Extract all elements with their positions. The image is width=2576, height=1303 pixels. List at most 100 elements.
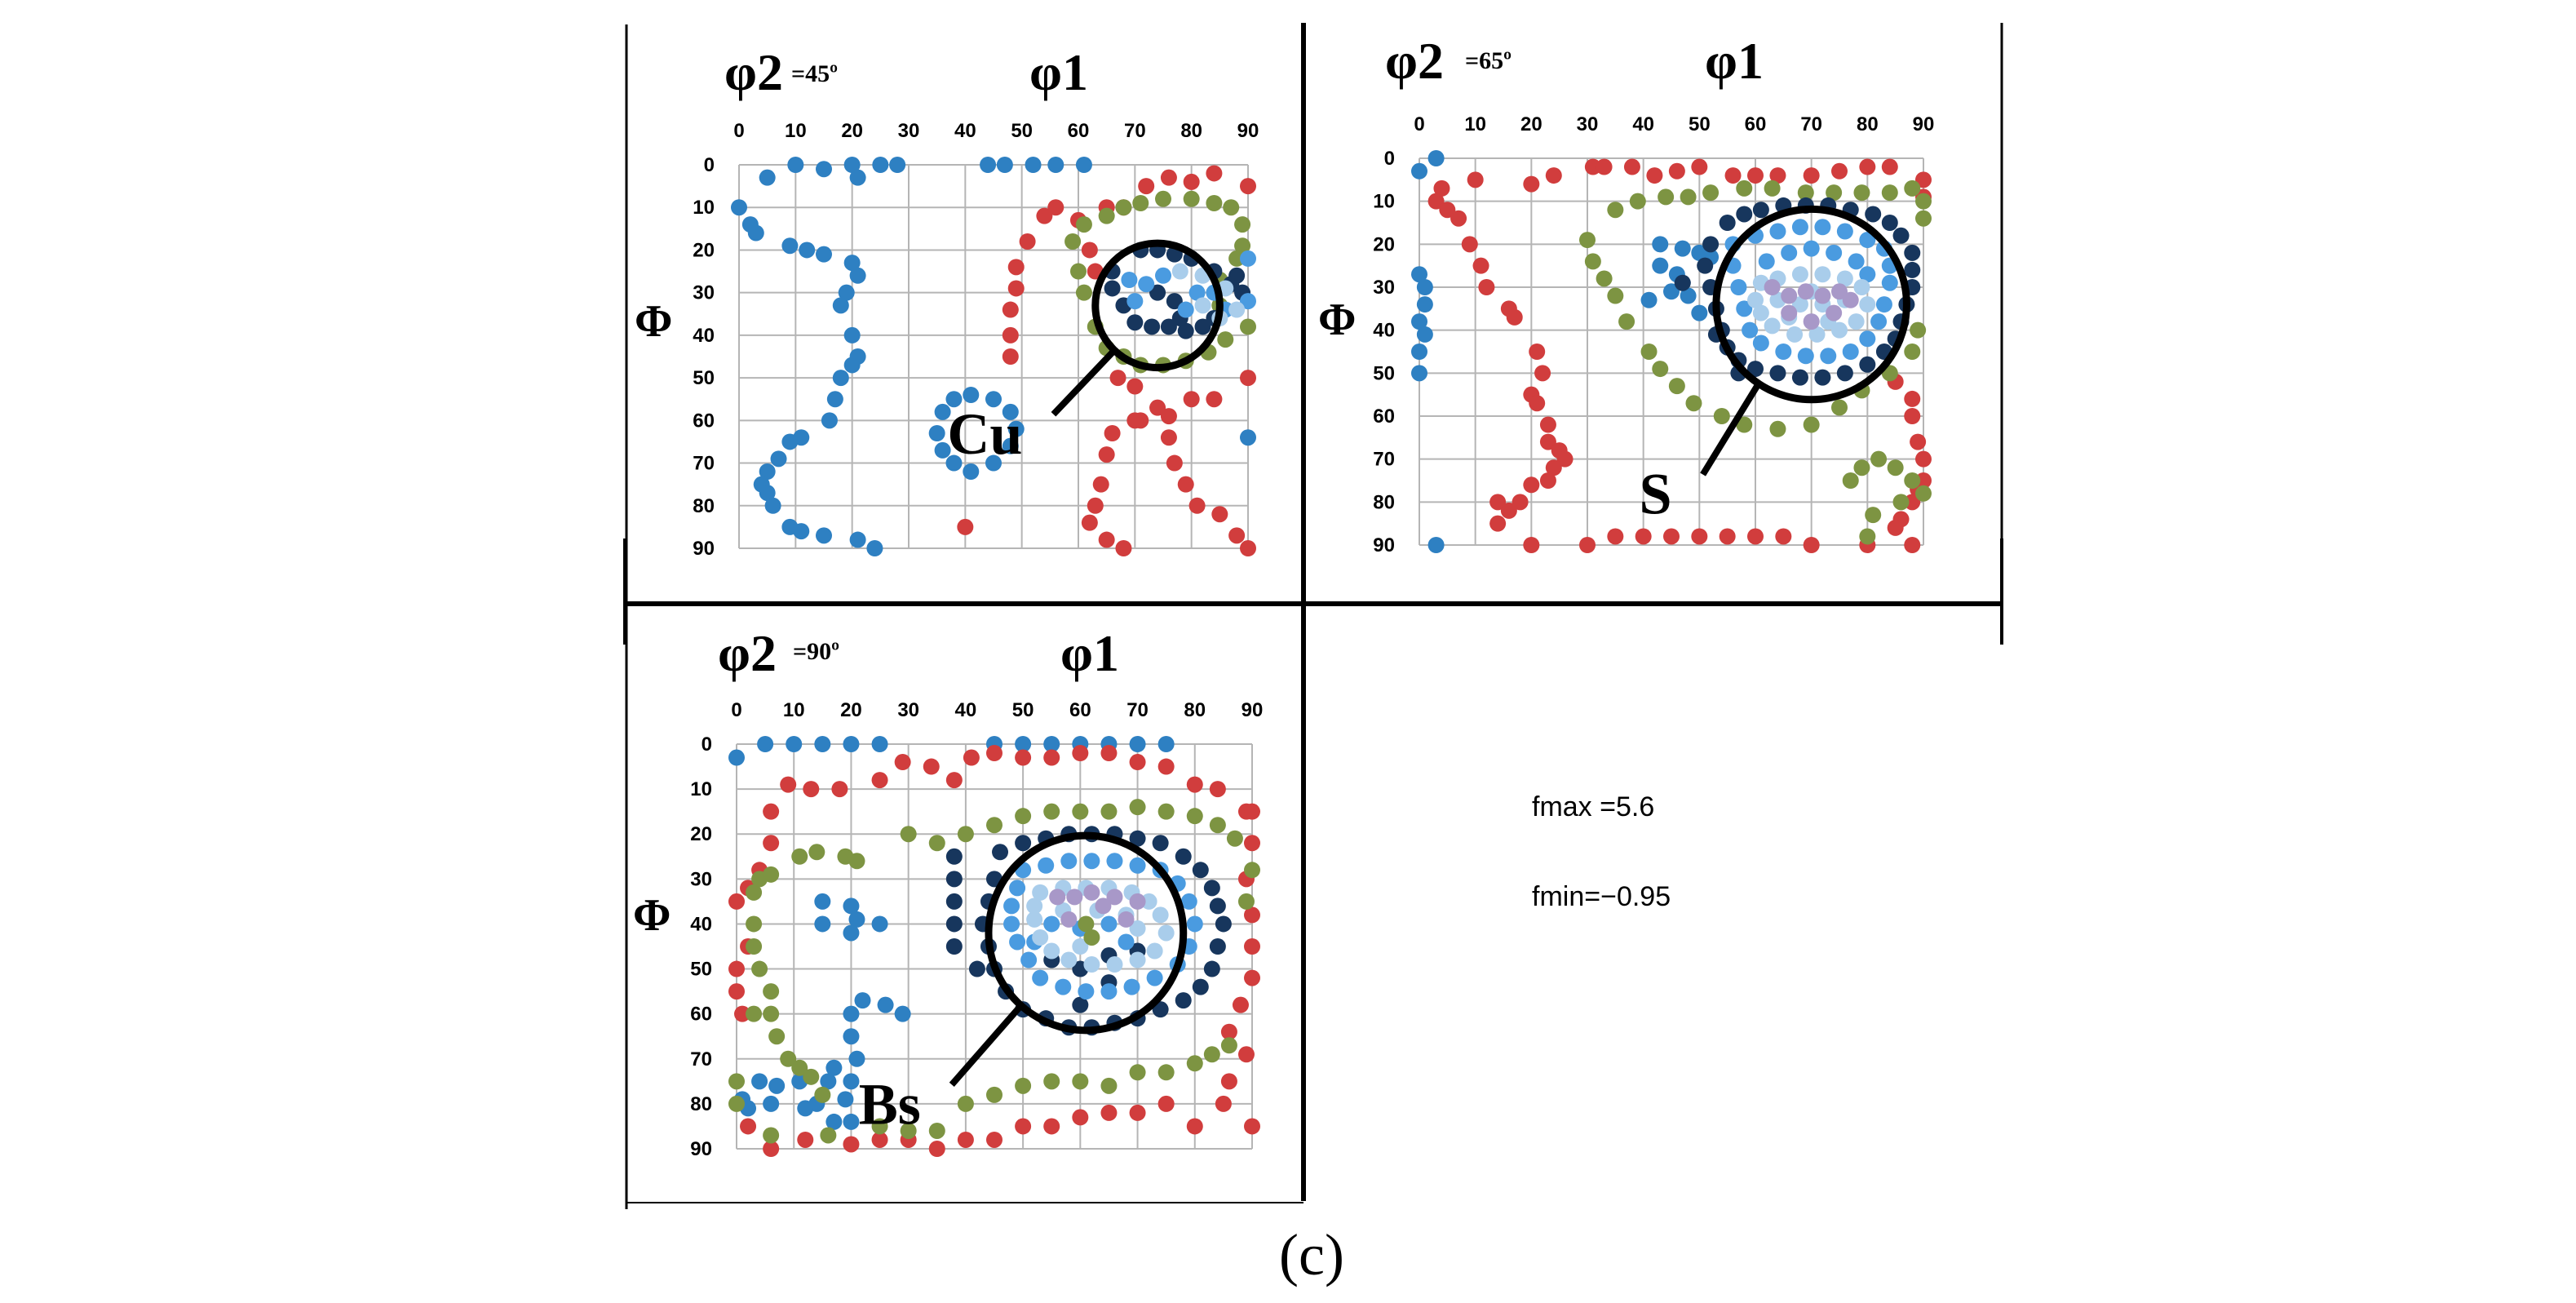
data-point [1166, 293, 1183, 310]
data-point [1203, 880, 1220, 897]
data-point [1026, 911, 1043, 928]
data-point [1043, 942, 1060, 960]
data-point [793, 523, 810, 540]
data-point [1663, 283, 1680, 300]
data-point [1092, 476, 1109, 493]
data-point [1100, 1077, 1118, 1094]
data-point [763, 983, 780, 1000]
data-point [1126, 314, 1144, 331]
data-point [728, 1095, 745, 1112]
data-point [957, 518, 974, 535]
data-point [1433, 179, 1450, 197]
data-point [1240, 250, 1256, 267]
data-point [1915, 450, 1932, 468]
y-tick-label: 20 [690, 823, 712, 845]
x-tick-label: 0 [731, 699, 741, 721]
data-point [1427, 193, 1445, 210]
data-point [808, 844, 825, 861]
data-point [1244, 1118, 1260, 1135]
data-point [1870, 313, 1888, 330]
data-point [1002, 301, 1019, 318]
data-point [1848, 313, 1865, 330]
data-point [1234, 216, 1251, 233]
data-point [1203, 960, 1220, 977]
data-point [1175, 848, 1192, 865]
data-point [963, 463, 980, 480]
data-point [1764, 279, 1781, 295]
data-point [1607, 287, 1624, 304]
data-point [1043, 1118, 1060, 1135]
data-point [1826, 184, 1843, 202]
data-point [1781, 287, 1798, 304]
y-tick-label: 40 [693, 325, 715, 347]
y-tick-label: 0 [702, 733, 712, 756]
data-point [1144, 318, 1161, 335]
data-point [1814, 219, 1831, 236]
data-point [843, 255, 861, 272]
data-point [1747, 361, 1764, 378]
data-point [957, 1131, 974, 1148]
data-point [1545, 167, 1562, 184]
data-point [1126, 378, 1144, 395]
data-point [825, 1113, 843, 1130]
odf-panel: 0 10 20 30 40 50 60 70 80 90 0 10 20 30 40 50 60 70 80 90 φ2… [633, 624, 1263, 1160]
data-point [1109, 370, 1126, 387]
x-tick-label: 30 [898, 120, 920, 142]
data-point [1859, 330, 1876, 348]
data-point [1814, 287, 1831, 304]
data-point [1237, 893, 1255, 910]
data-point [1584, 158, 1601, 175]
data-point [928, 835, 945, 852]
data-point [1118, 933, 1135, 951]
data-point [1523, 537, 1540, 553]
data-point [1764, 179, 1781, 197]
data-point [1186, 1118, 1203, 1135]
data-point [1892, 227, 1910, 244]
data-point [843, 736, 860, 752]
data-point [1859, 232, 1876, 249]
data-point [1226, 830, 1243, 847]
x-tick-label: 50 [1012, 699, 1034, 721]
data-point [1652, 236, 1669, 253]
data-point [1668, 162, 1685, 179]
data-point [934, 441, 951, 459]
data-point [1009, 933, 1026, 951]
data-point [1607, 202, 1624, 219]
data-point [934, 403, 951, 420]
data-point [1175, 992, 1192, 1009]
data-point [1691, 528, 1708, 545]
data-point [1194, 318, 1211, 335]
data-point [1747, 291, 1764, 308]
data-point [1244, 862, 1260, 879]
data-point [1100, 803, 1118, 820]
data-point [1228, 250, 1246, 267]
data-point [1123, 978, 1140, 995]
data-point [1411, 266, 1427, 283]
y-tick-label: 40 [1373, 320, 1395, 342]
data-point [1736, 179, 1753, 197]
data-point [871, 736, 888, 752]
data-point [1769, 223, 1786, 240]
data-point [963, 387, 980, 403]
data-point [1138, 276, 1155, 293]
data-point [1157, 1095, 1175, 1112]
data-point [1904, 494, 1921, 511]
data-point [1146, 969, 1163, 986]
data-point [1100, 1104, 1118, 1121]
data-point [1539, 472, 1556, 489]
data-point [1831, 162, 1848, 179]
y-tick-label: 50 [1373, 362, 1395, 384]
data-point [1240, 318, 1256, 335]
y-axis-label: Φ [635, 296, 672, 347]
data-point [814, 736, 831, 752]
data-point [1416, 326, 1433, 343]
data-point [866, 540, 883, 556]
x-tick-label: 50 [1011, 120, 1033, 142]
data-point [871, 772, 888, 789]
x-tick-label: 20 [1520, 113, 1543, 135]
data-point [1215, 1095, 1232, 1112]
data-point [843, 326, 861, 343]
data-point [894, 1005, 911, 1022]
data-point [820, 1073, 837, 1090]
data-point [1032, 928, 1049, 946]
